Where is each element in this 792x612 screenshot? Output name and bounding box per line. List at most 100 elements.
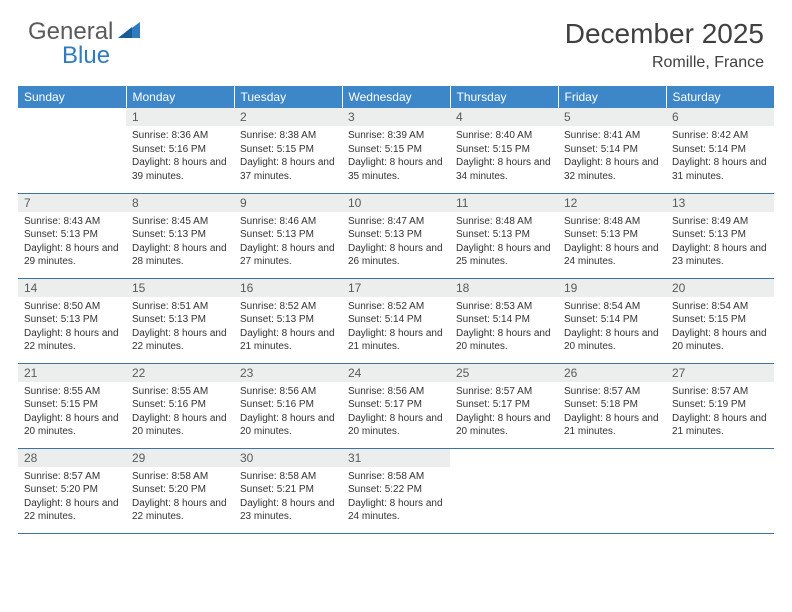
column-header: Saturday: [666, 86, 774, 108]
column-header: Thursday: [450, 86, 558, 108]
day-content: Sunrise: 8:46 AMSunset: 5:13 PMDaylight:…: [234, 212, 342, 273]
day-number: 4: [450, 108, 558, 126]
day-number: 6: [666, 108, 774, 126]
day-number: 22: [126, 364, 234, 382]
calendar-cell: .: [666, 448, 774, 533]
calendar-row: 21Sunrise: 8:55 AMSunset: 5:15 PMDayligh…: [18, 363, 774, 448]
day-number: 23: [234, 364, 342, 382]
day-content: Sunrise: 8:38 AMSunset: 5:15 PMDaylight:…: [234, 126, 342, 187]
column-header: Friday: [558, 86, 666, 108]
month-title: December 2025: [565, 18, 764, 50]
calendar-cell: 28Sunrise: 8:57 AMSunset: 5:20 PMDayligh…: [18, 448, 126, 533]
calendar-cell: 31Sunrise: 8:58 AMSunset: 5:22 PMDayligh…: [342, 448, 450, 533]
calendar-cell: 17Sunrise: 8:52 AMSunset: 5:14 PMDayligh…: [342, 278, 450, 363]
column-header: Tuesday: [234, 86, 342, 108]
calendar-cell: 16Sunrise: 8:52 AMSunset: 5:13 PMDayligh…: [234, 278, 342, 363]
day-content: Sunrise: 8:45 AMSunset: 5:13 PMDaylight:…: [126, 212, 234, 273]
calendar-cell: 22Sunrise: 8:55 AMSunset: 5:16 PMDayligh…: [126, 363, 234, 448]
calendar-cell: .: [450, 448, 558, 533]
day-content: Sunrise: 8:57 AMSunset: 5:17 PMDaylight:…: [450, 382, 558, 443]
day-number: 5: [558, 108, 666, 126]
day-number: 30: [234, 449, 342, 467]
calendar-cell: 12Sunrise: 8:48 AMSunset: 5:13 PMDayligh…: [558, 193, 666, 278]
day-number: 15: [126, 279, 234, 297]
column-header: Wednesday: [342, 86, 450, 108]
day-number: 11: [450, 194, 558, 212]
day-number: 14: [18, 279, 126, 297]
day-content: Sunrise: 8:53 AMSunset: 5:14 PMDaylight:…: [450, 297, 558, 358]
logo-text-blue: Blue: [62, 42, 110, 70]
day-content: Sunrise: 8:48 AMSunset: 5:13 PMDaylight:…: [450, 212, 558, 273]
day-number: 16: [234, 279, 342, 297]
calendar-cell: 25Sunrise: 8:57 AMSunset: 5:17 PMDayligh…: [450, 363, 558, 448]
day-number: 17: [342, 279, 450, 297]
calendar-cell: 13Sunrise: 8:49 AMSunset: 5:13 PMDayligh…: [666, 193, 774, 278]
calendar-cell: 26Sunrise: 8:57 AMSunset: 5:18 PMDayligh…: [558, 363, 666, 448]
day-content: Sunrise: 8:52 AMSunset: 5:13 PMDaylight:…: [234, 297, 342, 358]
day-content: Sunrise: 8:41 AMSunset: 5:14 PMDaylight:…: [558, 126, 666, 187]
day-number: 10: [342, 194, 450, 212]
calendar-cell: 30Sunrise: 8:58 AMSunset: 5:21 PMDayligh…: [234, 448, 342, 533]
day-content: Sunrise: 8:42 AMSunset: 5:14 PMDaylight:…: [666, 126, 774, 187]
calendar-cell: 9Sunrise: 8:46 AMSunset: 5:13 PMDaylight…: [234, 193, 342, 278]
day-number: 25: [450, 364, 558, 382]
calendar-cell: 27Sunrise: 8:57 AMSunset: 5:19 PMDayligh…: [666, 363, 774, 448]
day-content: Sunrise: 8:58 AMSunset: 5:20 PMDaylight:…: [126, 467, 234, 528]
day-content: Sunrise: 8:58 AMSunset: 5:22 PMDaylight:…: [342, 467, 450, 528]
column-header: Sunday: [18, 86, 126, 108]
day-number: 28: [18, 449, 126, 467]
calendar-cell: 23Sunrise: 8:56 AMSunset: 5:16 PMDayligh…: [234, 363, 342, 448]
calendar-cell: 15Sunrise: 8:51 AMSunset: 5:13 PMDayligh…: [126, 278, 234, 363]
day-content: Sunrise: 8:43 AMSunset: 5:13 PMDaylight:…: [18, 212, 126, 273]
logo: General Blue: [28, 18, 142, 46]
day-number: 24: [342, 364, 450, 382]
day-content: Sunrise: 8:40 AMSunset: 5:15 PMDaylight:…: [450, 126, 558, 187]
calendar-row: 14Sunrise: 8:50 AMSunset: 5:13 PMDayligh…: [18, 278, 774, 363]
day-number: 26: [558, 364, 666, 382]
calendar-cell: 19Sunrise: 8:54 AMSunset: 5:14 PMDayligh…: [558, 278, 666, 363]
day-content: Sunrise: 8:54 AMSunset: 5:14 PMDaylight:…: [558, 297, 666, 358]
calendar-cell: 18Sunrise: 8:53 AMSunset: 5:14 PMDayligh…: [450, 278, 558, 363]
calendar-cell: 8Sunrise: 8:45 AMSunset: 5:13 PMDaylight…: [126, 193, 234, 278]
calendar-row: .1Sunrise: 8:36 AMSunset: 5:16 PMDayligh…: [18, 108, 774, 193]
day-content: Sunrise: 8:56 AMSunset: 5:17 PMDaylight:…: [342, 382, 450, 443]
day-content: Sunrise: 8:48 AMSunset: 5:13 PMDaylight:…: [558, 212, 666, 273]
calendar-cell: 14Sunrise: 8:50 AMSunset: 5:13 PMDayligh…: [18, 278, 126, 363]
calendar-table: SundayMondayTuesdayWednesdayThursdayFrid…: [18, 86, 774, 534]
calendar-cell: .: [558, 448, 666, 533]
calendar-cell: 29Sunrise: 8:58 AMSunset: 5:20 PMDayligh…: [126, 448, 234, 533]
calendar-cell: 24Sunrise: 8:56 AMSunset: 5:17 PMDayligh…: [342, 363, 450, 448]
day-number: 7: [18, 194, 126, 212]
day-number: 3: [342, 108, 450, 126]
day-content: Sunrise: 8:54 AMSunset: 5:15 PMDaylight:…: [666, 297, 774, 358]
day-number: 9: [234, 194, 342, 212]
calendar-row: 28Sunrise: 8:57 AMSunset: 5:20 PMDayligh…: [18, 448, 774, 533]
calendar-body: .1Sunrise: 8:36 AMSunset: 5:16 PMDayligh…: [18, 108, 774, 533]
calendar-cell: 5Sunrise: 8:41 AMSunset: 5:14 PMDaylight…: [558, 108, 666, 193]
day-content: Sunrise: 8:56 AMSunset: 5:16 PMDaylight:…: [234, 382, 342, 443]
day-number: 8: [126, 194, 234, 212]
day-number: 29: [126, 449, 234, 467]
calendar-cell: 21Sunrise: 8:55 AMSunset: 5:15 PMDayligh…: [18, 363, 126, 448]
day-content: Sunrise: 8:57 AMSunset: 5:19 PMDaylight:…: [666, 382, 774, 443]
location-label: Romille, France: [565, 54, 764, 72]
day-content: Sunrise: 8:58 AMSunset: 5:21 PMDaylight:…: [234, 467, 342, 528]
day-number: 12: [558, 194, 666, 212]
day-number: 31: [342, 449, 450, 467]
day-number: 18: [450, 279, 558, 297]
day-content: Sunrise: 8:39 AMSunset: 5:15 PMDaylight:…: [342, 126, 450, 187]
calendar-cell: 3Sunrise: 8:39 AMSunset: 5:15 PMDaylight…: [342, 108, 450, 193]
day-content: Sunrise: 8:55 AMSunset: 5:16 PMDaylight:…: [126, 382, 234, 443]
title-block: December 2025 Romille, France: [565, 18, 764, 72]
day-content: Sunrise: 8:36 AMSunset: 5:16 PMDaylight:…: [126, 126, 234, 187]
calendar-cell: 6Sunrise: 8:42 AMSunset: 5:14 PMDaylight…: [666, 108, 774, 193]
calendar-row: 7Sunrise: 8:43 AMSunset: 5:13 PMDaylight…: [18, 193, 774, 278]
calendar-cell: 10Sunrise: 8:47 AMSunset: 5:13 PMDayligh…: [342, 193, 450, 278]
day-number: 13: [666, 194, 774, 212]
calendar-cell: 2Sunrise: 8:38 AMSunset: 5:15 PMDaylight…: [234, 108, 342, 193]
calendar-cell: .: [18, 108, 126, 193]
day-number: 2: [234, 108, 342, 126]
day-content: Sunrise: 8:57 AMSunset: 5:20 PMDaylight:…: [18, 467, 126, 528]
day-content: Sunrise: 8:47 AMSunset: 5:13 PMDaylight:…: [342, 212, 450, 273]
day-number: 20: [666, 279, 774, 297]
